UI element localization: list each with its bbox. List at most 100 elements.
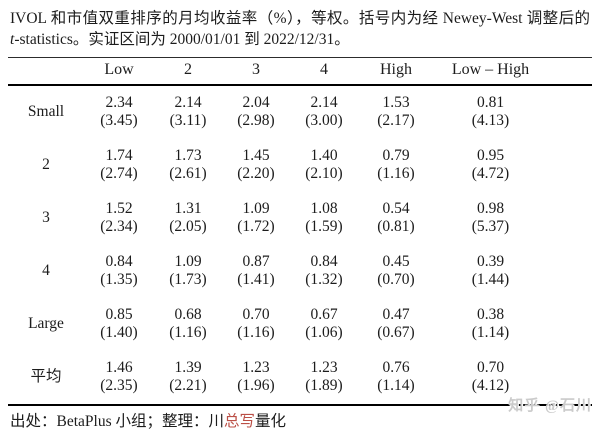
table-cell: 1.08 (1.59)	[290, 192, 358, 245]
table-cell: 0.81 (4.13)	[434, 85, 592, 139]
cell-return: 0.68	[174, 306, 202, 323]
table-cell: 1.31 (2.05)	[154, 192, 222, 245]
cell-tstat: (0.70)	[377, 271, 415, 288]
header-row: Low 2 3 4 High Low – High	[8, 57, 592, 86]
table-cell: 0.84 (1.32)	[290, 245, 358, 298]
cell-return: 1.46	[105, 359, 133, 376]
table-cell: 2.34 (3.45)	[84, 85, 154, 139]
table-cell: 1.09 (1.73)	[154, 245, 222, 298]
cell-return: 0.87	[242, 253, 270, 270]
cell-tstat: (2.21)	[169, 377, 207, 394]
cell-return: 1.39	[174, 359, 202, 376]
cell-tstat: (5.37)	[471, 218, 510, 235]
cell-tstat: (3.11)	[169, 112, 207, 129]
table-cell: 0.70 (4.12)	[434, 351, 592, 405]
header-low: Low	[104, 61, 134, 78]
table-cell: 2.14 (3.00)	[290, 85, 358, 139]
header-empty	[8, 58, 84, 86]
cell-tstat: (2.20)	[237, 165, 275, 182]
cell-tstat: (1.14)	[377, 377, 415, 394]
cell-tstat: (1.41)	[237, 271, 275, 288]
cell-return: 0.54	[382, 200, 410, 217]
cell-return: 0.84	[310, 253, 338, 270]
cell-tstat: (1.44)	[471, 271, 510, 288]
table-cell: 1.74 (2.74)	[84, 139, 154, 192]
cell-return: 0.95	[476, 147, 505, 164]
cell-tstat: (1.06)	[305, 324, 343, 341]
cell-tstat: (3.00)	[305, 112, 343, 129]
cell-return: 2.34	[105, 94, 133, 111]
table-cell: 1.23 (1.89)	[290, 351, 358, 405]
table-cell: 0.98 (5.37)	[434, 192, 592, 245]
table-row-4: 4 0.84 (1.35) 1.09 (1.73) 0.87 (1.41) 0.84(…	[8, 245, 592, 298]
cell-tstat: (3.45)	[100, 112, 138, 129]
table-cell: 0.87 (1.41)	[222, 245, 290, 298]
row-label: Small	[27, 103, 65, 120]
cell-return: 1.08	[310, 200, 338, 217]
cell-return: 0.38	[476, 306, 505, 323]
table-cell: 0.76 (1.14)	[358, 351, 434, 405]
cell-return: 0.98	[476, 200, 505, 217]
cell-tstat: (2.98)	[237, 112, 275, 129]
cell-return: 1.73	[174, 147, 202, 164]
header-low-minus-high: Low – High	[451, 61, 530, 78]
caption-text-2: -statistics。实证区间为 2000/01/01 到 2022/12/3…	[14, 31, 350, 48]
caption-italic-t: t	[10, 31, 15, 48]
table-cell: 1.45 (2.20)	[222, 139, 290, 192]
cell-tstat: (1.40)	[100, 324, 138, 341]
table-cell: 0.54 (0.81)	[358, 192, 434, 245]
table-row-small: Small 2.34 (3.45) 2.14 (3.11) 2.04 (2.98) 2…	[8, 85, 592, 139]
cell-return: 1.74	[105, 147, 133, 164]
source-note: 出处：BetaPlus 小组；整理：川总写量化	[10, 412, 590, 432]
cell-tstat: (1.96)	[237, 377, 275, 394]
cell-return: 0.39	[476, 253, 505, 270]
source-prefix: 出处：BetaPlus 小组；整理：川	[10, 413, 224, 430]
table-caption: IVOL 和市值双重排序的月均收益率（%），等权。括号内为经 Newey-Wes…	[10, 8, 590, 50]
cell-return: 0.76	[382, 359, 410, 376]
cell-tstat: (2.10)	[305, 165, 343, 182]
table-cell: 0.39 (1.44)	[434, 245, 592, 298]
row-label: 3	[42, 209, 50, 226]
table-cell: 0.95 (4.72)	[434, 139, 592, 192]
cell-tstat: (1.14)	[471, 324, 510, 341]
cell-tstat: (1.16)	[169, 324, 207, 341]
cell-tstat: (4.72)	[471, 165, 510, 182]
cell-return: 0.70	[476, 359, 505, 376]
table-cell: 1.53 (2.17)	[358, 85, 434, 139]
row-label: 2	[42, 156, 50, 173]
table-cell: 1.23 (1.96)	[222, 351, 290, 405]
cell-tstat: (1.72)	[237, 218, 275, 235]
table-cell: 0.70 (1.16)	[222, 298, 290, 351]
cell-return: 1.09	[174, 253, 202, 270]
cell-return: 0.79	[382, 147, 410, 164]
cell-tstat: (2.74)	[100, 165, 138, 182]
cell-return: 0.45	[382, 253, 410, 270]
cell-return: 1.45	[242, 147, 270, 164]
source-suffix: 量化	[255, 413, 287, 430]
table-cell: 0.79 (1.16)	[358, 139, 434, 192]
cell-tstat: (2.34)	[100, 218, 138, 235]
caption-text-1: IVOL 和市值双重排序的月均收益率（%），等权。括号内为经 Newey-Wes…	[10, 10, 590, 27]
cell-return: 2.14	[310, 94, 338, 111]
header-2: 2	[184, 61, 192, 78]
cell-tstat: (0.81)	[377, 218, 415, 235]
cell-return: 0.81	[476, 94, 505, 111]
cell-tstat: (1.35)	[100, 271, 138, 288]
table-row-average: 平均 1.46 (2.35) 1.39 (2.21) 1.23 (1.96) 1.23…	[8, 351, 592, 405]
cell-return: 0.67	[310, 306, 338, 323]
table-row-3: 3 1.52 (2.34) 1.31 (2.05) 1.09 (1.72) 1.08(…	[8, 192, 592, 245]
cell-return: 2.04	[242, 94, 270, 111]
cell-return: 0.70	[242, 306, 270, 323]
cell-tstat: (2.17)	[377, 112, 415, 129]
cell-tstat: (1.89)	[305, 377, 343, 394]
table-row-large: Large 0.85 (1.40) 0.68 (1.16) 0.70 (1.16) 0…	[8, 298, 592, 351]
header-high: High	[380, 61, 412, 78]
table-cell: 1.73 (2.61)	[154, 139, 222, 192]
source-highlight: 总写	[224, 413, 256, 430]
table-cell: 0.45 (0.70)	[358, 245, 434, 298]
cell-tstat: (1.16)	[377, 165, 415, 182]
cell-return: 0.84	[105, 253, 133, 270]
cell-return: 1.09	[242, 200, 270, 217]
row-label: Large	[28, 315, 64, 332]
